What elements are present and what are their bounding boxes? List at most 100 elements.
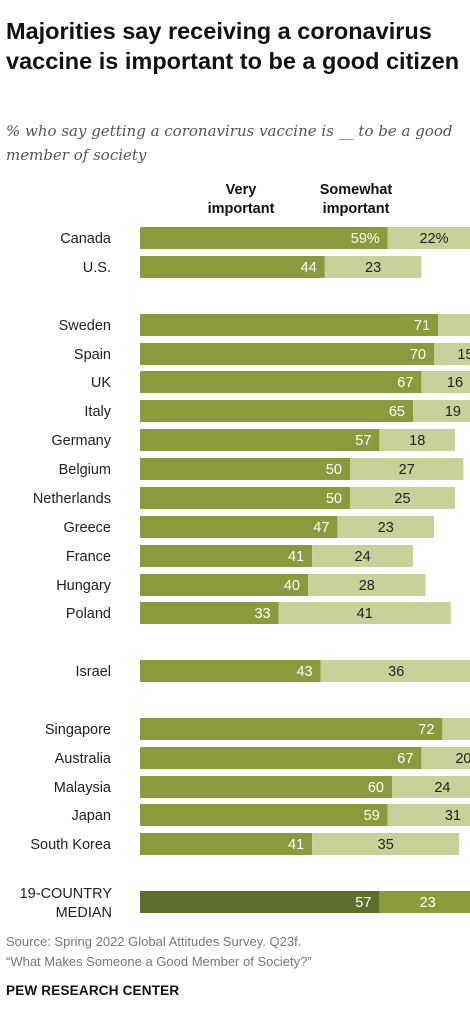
brand-logo-text: PEW RESEARCH CENTER [6, 983, 180, 998]
bar-very-important-singapore [140, 718, 443, 740]
bar-very-important-japan [140, 804, 388, 826]
value-label-somewhat-poland: 41 [357, 606, 373, 622]
category-label-france: France [66, 549, 111, 565]
bar-very-important-israel [140, 660, 321, 682]
chart-title: Majorities say receiving a coronavirus v… [6, 18, 460, 74]
bar-somewhat-important-netherlands [350, 487, 455, 509]
bar-very-important-uk [140, 371, 422, 393]
value-label-somewhat-israel: 36 [388, 664, 404, 680]
bar-somewhat-important-poland [278, 602, 451, 624]
category-label-italy: Italy [84, 404, 111, 420]
column-header-very-important: Very important [207, 182, 275, 217]
bar-very-important-germany [140, 429, 380, 451]
bar-somewhat-important-singapore [442, 718, 470, 740]
bar-somewhat-important-japan [387, 804, 470, 826]
value-label-very-germany: 57 [355, 433, 371, 449]
category-label-germany: Germany [51, 433, 111, 449]
value-label-very-hungary: 40 [284, 578, 300, 594]
bar-somewhat-important-uk [421, 371, 470, 393]
bar-very-important-spain [140, 343, 434, 365]
category-label-hungary: Hungary [56, 578, 112, 594]
source-line-1: Source: Spring 2022 Global Attitudes Sur… [6, 934, 302, 949]
bar-very-important-malaysia [140, 776, 392, 798]
category-label-south-korea: South Korea [30, 837, 112, 853]
bar-somewhat-important-france [312, 545, 413, 567]
value-label-very-australia: 67 [397, 751, 413, 767]
bar-somewhat-important-u-s [324, 256, 422, 278]
category-label-israel: Israel [76, 664, 111, 680]
value-label-somewhat-south-korea: 35 [378, 837, 394, 853]
value-label-somewhat-france: 24 [355, 549, 371, 565]
category-label-poland: Poland [66, 606, 111, 622]
bar-somewhat-important-australia [421, 747, 470, 769]
value-label-somewhat-japan: 31 [445, 808, 461, 824]
category-label-netherlands: Netherlands [33, 491, 111, 507]
bar-somewhat-important-greece [337, 516, 434, 538]
bar-very-important-netherlands [140, 487, 350, 509]
bar-very-important-greece [140, 516, 338, 538]
value-label-somewhat-u-s: 23 [365, 260, 381, 276]
bar-very-important-u-s [140, 256, 325, 278]
value-label-very-sweden: 71 [414, 318, 430, 334]
value-label-somewhat-19-country-median: 23 [420, 895, 436, 911]
value-label-somewhat-uk: 16 [447, 375, 463, 391]
value-label-somewhat-italy: 19 [445, 404, 461, 420]
value-label-somewhat-belgium: 27 [399, 462, 415, 478]
value-label-very-canada: 59% [351, 231, 380, 247]
bar-somewhat-important-spain [434, 343, 470, 365]
category-label-spain: Spain [74, 347, 111, 363]
category-label-canada: Canada [60, 231, 112, 247]
stacked-bar-chart: Canada 59% 22% U.S. 44 23 Sweden 71 19 Spain 70 15 U… [20, 227, 470, 921]
value-label-very-italy: 65 [389, 404, 405, 420]
bar-somewhat-important-malaysia [392, 776, 470, 798]
bar-somewhat-important-hungary [308, 574, 426, 596]
bar-somewhat-important-sweden [438, 314, 470, 336]
value-label-somewhat-spain: 15 [457, 347, 470, 363]
value-label-very-uk: 67 [397, 375, 413, 391]
value-label-somewhat-germany: 18 [409, 433, 425, 449]
category-label-uk: UK [91, 375, 111, 391]
chart-subtitle: % who say getting a coronavirus vaccine … [6, 122, 453, 164]
category-label-malaysia: Malaysia [54, 780, 112, 796]
bar-very-important-belgium [140, 458, 350, 480]
bar-very-important-south-korea [140, 833, 313, 855]
bar-very-important-canada [140, 227, 388, 249]
bar-very-important-italy [140, 400, 413, 422]
value-label-very-singapore: 72 [418, 722, 434, 738]
bar-very-important-hungary [140, 574, 308, 596]
category-label-japan: Japan [71, 808, 111, 824]
value-label-somewhat-malaysia: 24 [434, 780, 450, 796]
category-label-greece: Greece [63, 520, 111, 536]
source-line-2: “What Makes Someone a Good Member of Soc… [6, 954, 312, 969]
bar-somewhat-important-germany [379, 429, 455, 451]
category-label-singapore: Singapore [45, 722, 111, 738]
value-label-very-u-s: 44 [301, 260, 317, 276]
value-label-very-spain: 70 [410, 347, 426, 363]
value-label-somewhat-netherlands: 25 [394, 491, 410, 507]
bar-somewhat-important-belgium [350, 458, 464, 480]
bar-somewhat-important-italy [413, 400, 470, 422]
bar-somewhat-important-israel [320, 660, 470, 682]
value-label-very-south-korea: 41 [288, 837, 304, 853]
value-label-very-poland: 33 [254, 606, 270, 622]
bar-somewhat-important-canada [387, 227, 470, 249]
value-label-very-japan: 59 [364, 808, 380, 824]
value-label-somewhat-hungary: 28 [359, 578, 375, 594]
value-label-somewhat-canada: 22% [419, 231, 448, 247]
value-label-very-belgium: 50 [326, 462, 342, 478]
bar-very-important-19-country-median [140, 891, 380, 913]
bar-very-important-australia [140, 747, 422, 769]
bar-very-important-sweden [140, 314, 439, 336]
value-label-very-france: 41 [288, 549, 304, 565]
category-label-australia: Australia [55, 751, 112, 767]
category-label-belgium: Belgium [59, 462, 111, 478]
bar-very-important-france [140, 545, 313, 567]
value-label-very-netherlands: 50 [326, 491, 342, 507]
bar-very-important-poland [140, 602, 279, 624]
bar-somewhat-important-19-country-median [379, 891, 470, 913]
category-label-19-country-median: 19-COUNTRY MEDIAN [20, 886, 113, 921]
category-label-sweden: Sweden [59, 318, 111, 334]
value-label-very-malaysia: 60 [368, 780, 384, 796]
value-label-very-19-country-median: 57 [355, 895, 371, 911]
source-note: Source: Spring 2022 Global Attitudes Sur… [6, 932, 466, 972]
